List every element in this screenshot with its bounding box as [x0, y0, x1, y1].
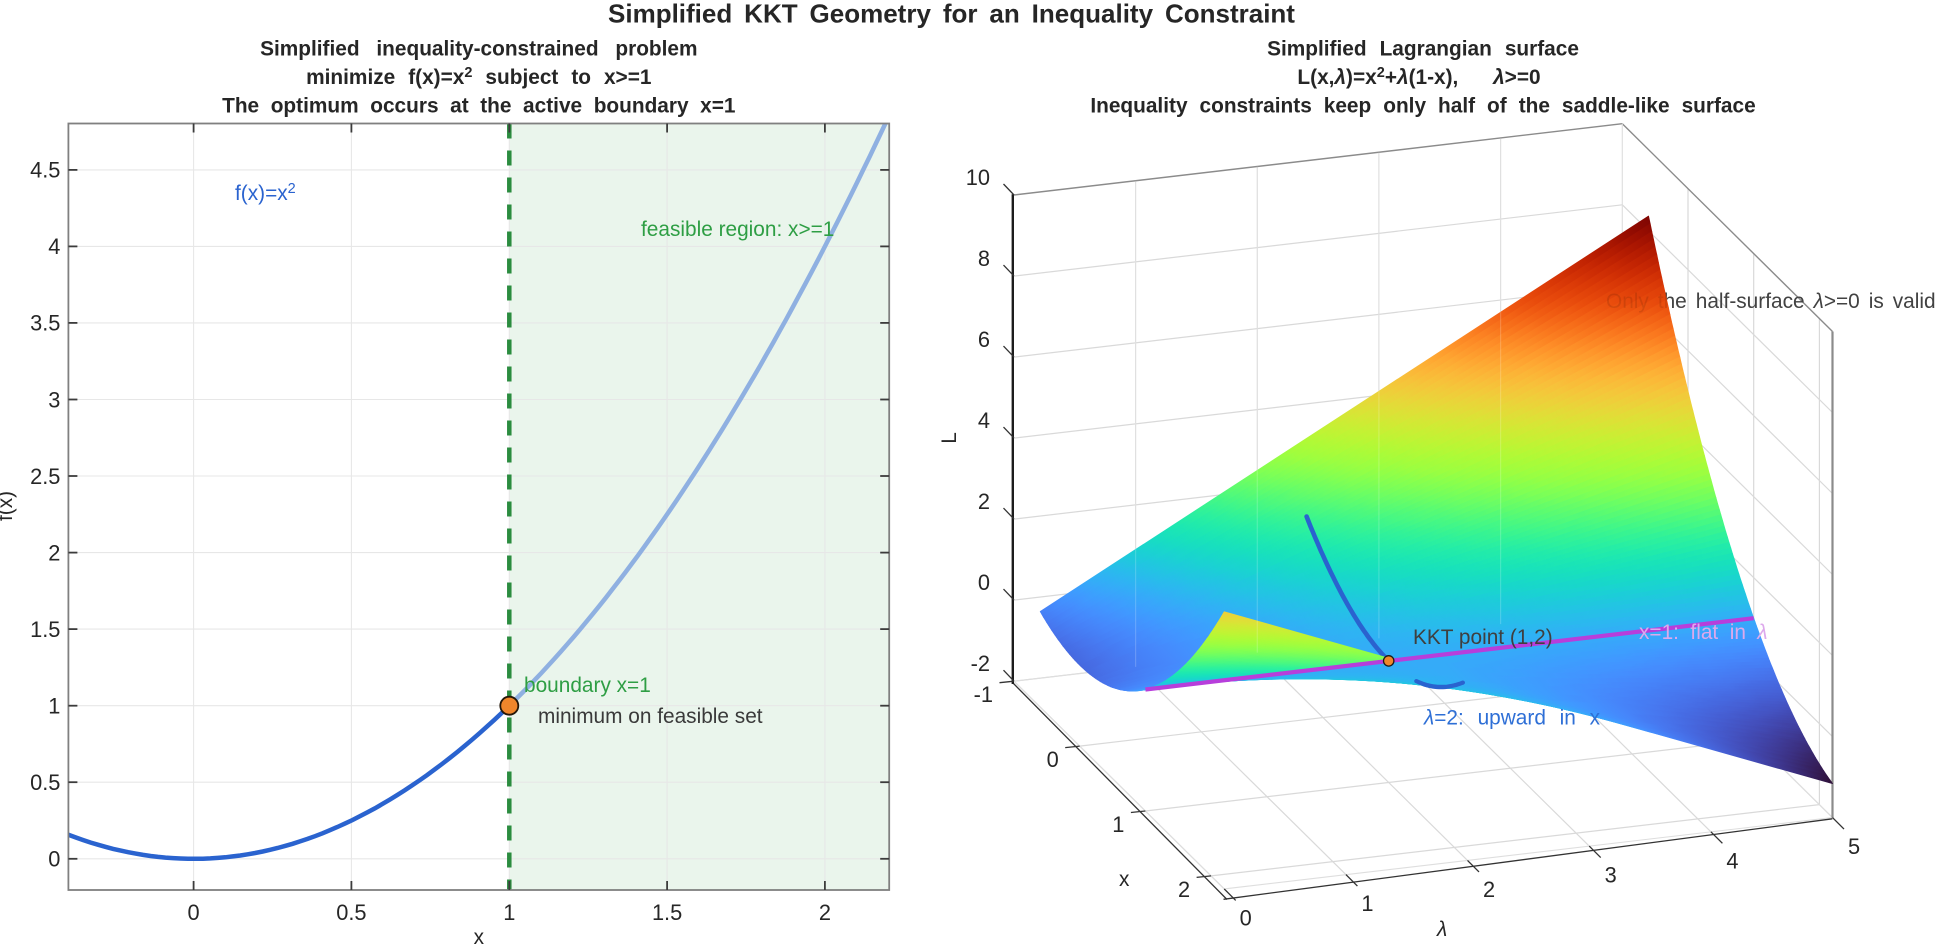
- svg-text:0: 0: [1240, 905, 1252, 930]
- svg-text:λ: λ: [1436, 918, 1447, 941]
- svg-text:3: 3: [1605, 863, 1617, 888]
- svg-text:1: 1: [503, 900, 515, 925]
- svg-text:Only the half-surface λ>=0 is: Only the half-surface λ>=0 is valid: [1606, 290, 1936, 313]
- svg-text:Only the half-surface λ>=0 is: Only the half-surface λ>=0 is valid: [1606, 290, 1936, 313]
- svg-text:2: 2: [48, 540, 60, 565]
- svg-text:2: 2: [1178, 877, 1190, 902]
- svg-text:4: 4: [1726, 848, 1738, 873]
- svg-text:1.5: 1.5: [30, 617, 60, 642]
- svg-text:4: 4: [978, 408, 990, 433]
- svg-text:x=1: flat in λ: x=1: flat in λ: [1639, 621, 1768, 644]
- svg-text:0: 0: [978, 570, 990, 595]
- svg-text:1: 1: [48, 694, 60, 719]
- svg-text:minimize f(x)=x2 subject to x>: minimize f(x)=x2 subject to x>=1: [306, 65, 651, 89]
- svg-text:4: 4: [48, 234, 60, 259]
- svg-text:3: 3: [48, 387, 60, 412]
- svg-text:3.5: 3.5: [30, 311, 60, 336]
- svg-text:2: 2: [1483, 877, 1495, 902]
- svg-text:4.5: 4.5: [30, 158, 60, 183]
- svg-text:0: 0: [1047, 747, 1059, 772]
- svg-text:0.5: 0.5: [30, 770, 60, 795]
- svg-text:0: 0: [48, 847, 60, 872]
- svg-text:KKT point (1,2): KKT point (1,2): [1413, 626, 1553, 649]
- svg-text:1: 1: [1112, 812, 1124, 837]
- svg-text:10: 10: [966, 165, 990, 190]
- svg-text:Simplified KKT Geometry for an: Simplified KKT Geometry for an Inequalit…: [608, 0, 1295, 29]
- svg-text:Inequality constraints keep on: Inequality constraints keep only half of…: [1090, 95, 1755, 118]
- svg-text:1: 1: [1361, 891, 1373, 916]
- svg-text:2: 2: [819, 900, 831, 925]
- svg-text:boundary x=1: boundary x=1: [524, 674, 651, 697]
- svg-text:The optimum occurs at the acti: The optimum occurs at the active boundar…: [222, 95, 735, 118]
- svg-text:-2: -2: [971, 651, 990, 676]
- svg-text:6: 6: [978, 327, 990, 352]
- svg-text:x: x: [474, 926, 485, 946]
- svg-text:x: x: [1119, 868, 1130, 891]
- svg-text:2.5: 2.5: [30, 464, 60, 489]
- svg-text:0: 0: [188, 900, 200, 925]
- svg-text:2: 2: [978, 489, 990, 514]
- svg-text:0.5: 0.5: [336, 900, 366, 925]
- svg-text:minimum on feasible set: minimum on feasible set: [538, 705, 763, 728]
- svg-text:f(x): f(x): [0, 491, 17, 521]
- svg-text:λ=2: upward in x: λ=2: upward in x: [1423, 707, 1601, 730]
- svg-text:Simplified inequality-constrai: Simplified inequality-constrained proble…: [260, 38, 697, 61]
- svg-text:5: 5: [1848, 834, 1860, 859]
- svg-text:L: L: [938, 432, 961, 444]
- svg-text:feasible region: x>=1: feasible region: x>=1: [641, 218, 834, 241]
- svg-text:1.5: 1.5: [652, 900, 682, 925]
- svg-text:8: 8: [978, 246, 990, 271]
- svg-text:Simplified Lagrangian surface: Simplified Lagrangian surface: [1267, 38, 1579, 61]
- svg-text:L(x,λ)=x2+λ(1-x), λ>=0: L(x,λ)=x2+λ(1-x), λ>=0: [1297, 65, 1540, 89]
- svg-text:f(x)=x2: f(x)=x2: [235, 181, 296, 205]
- svg-text:-1: -1: [974, 682, 993, 707]
